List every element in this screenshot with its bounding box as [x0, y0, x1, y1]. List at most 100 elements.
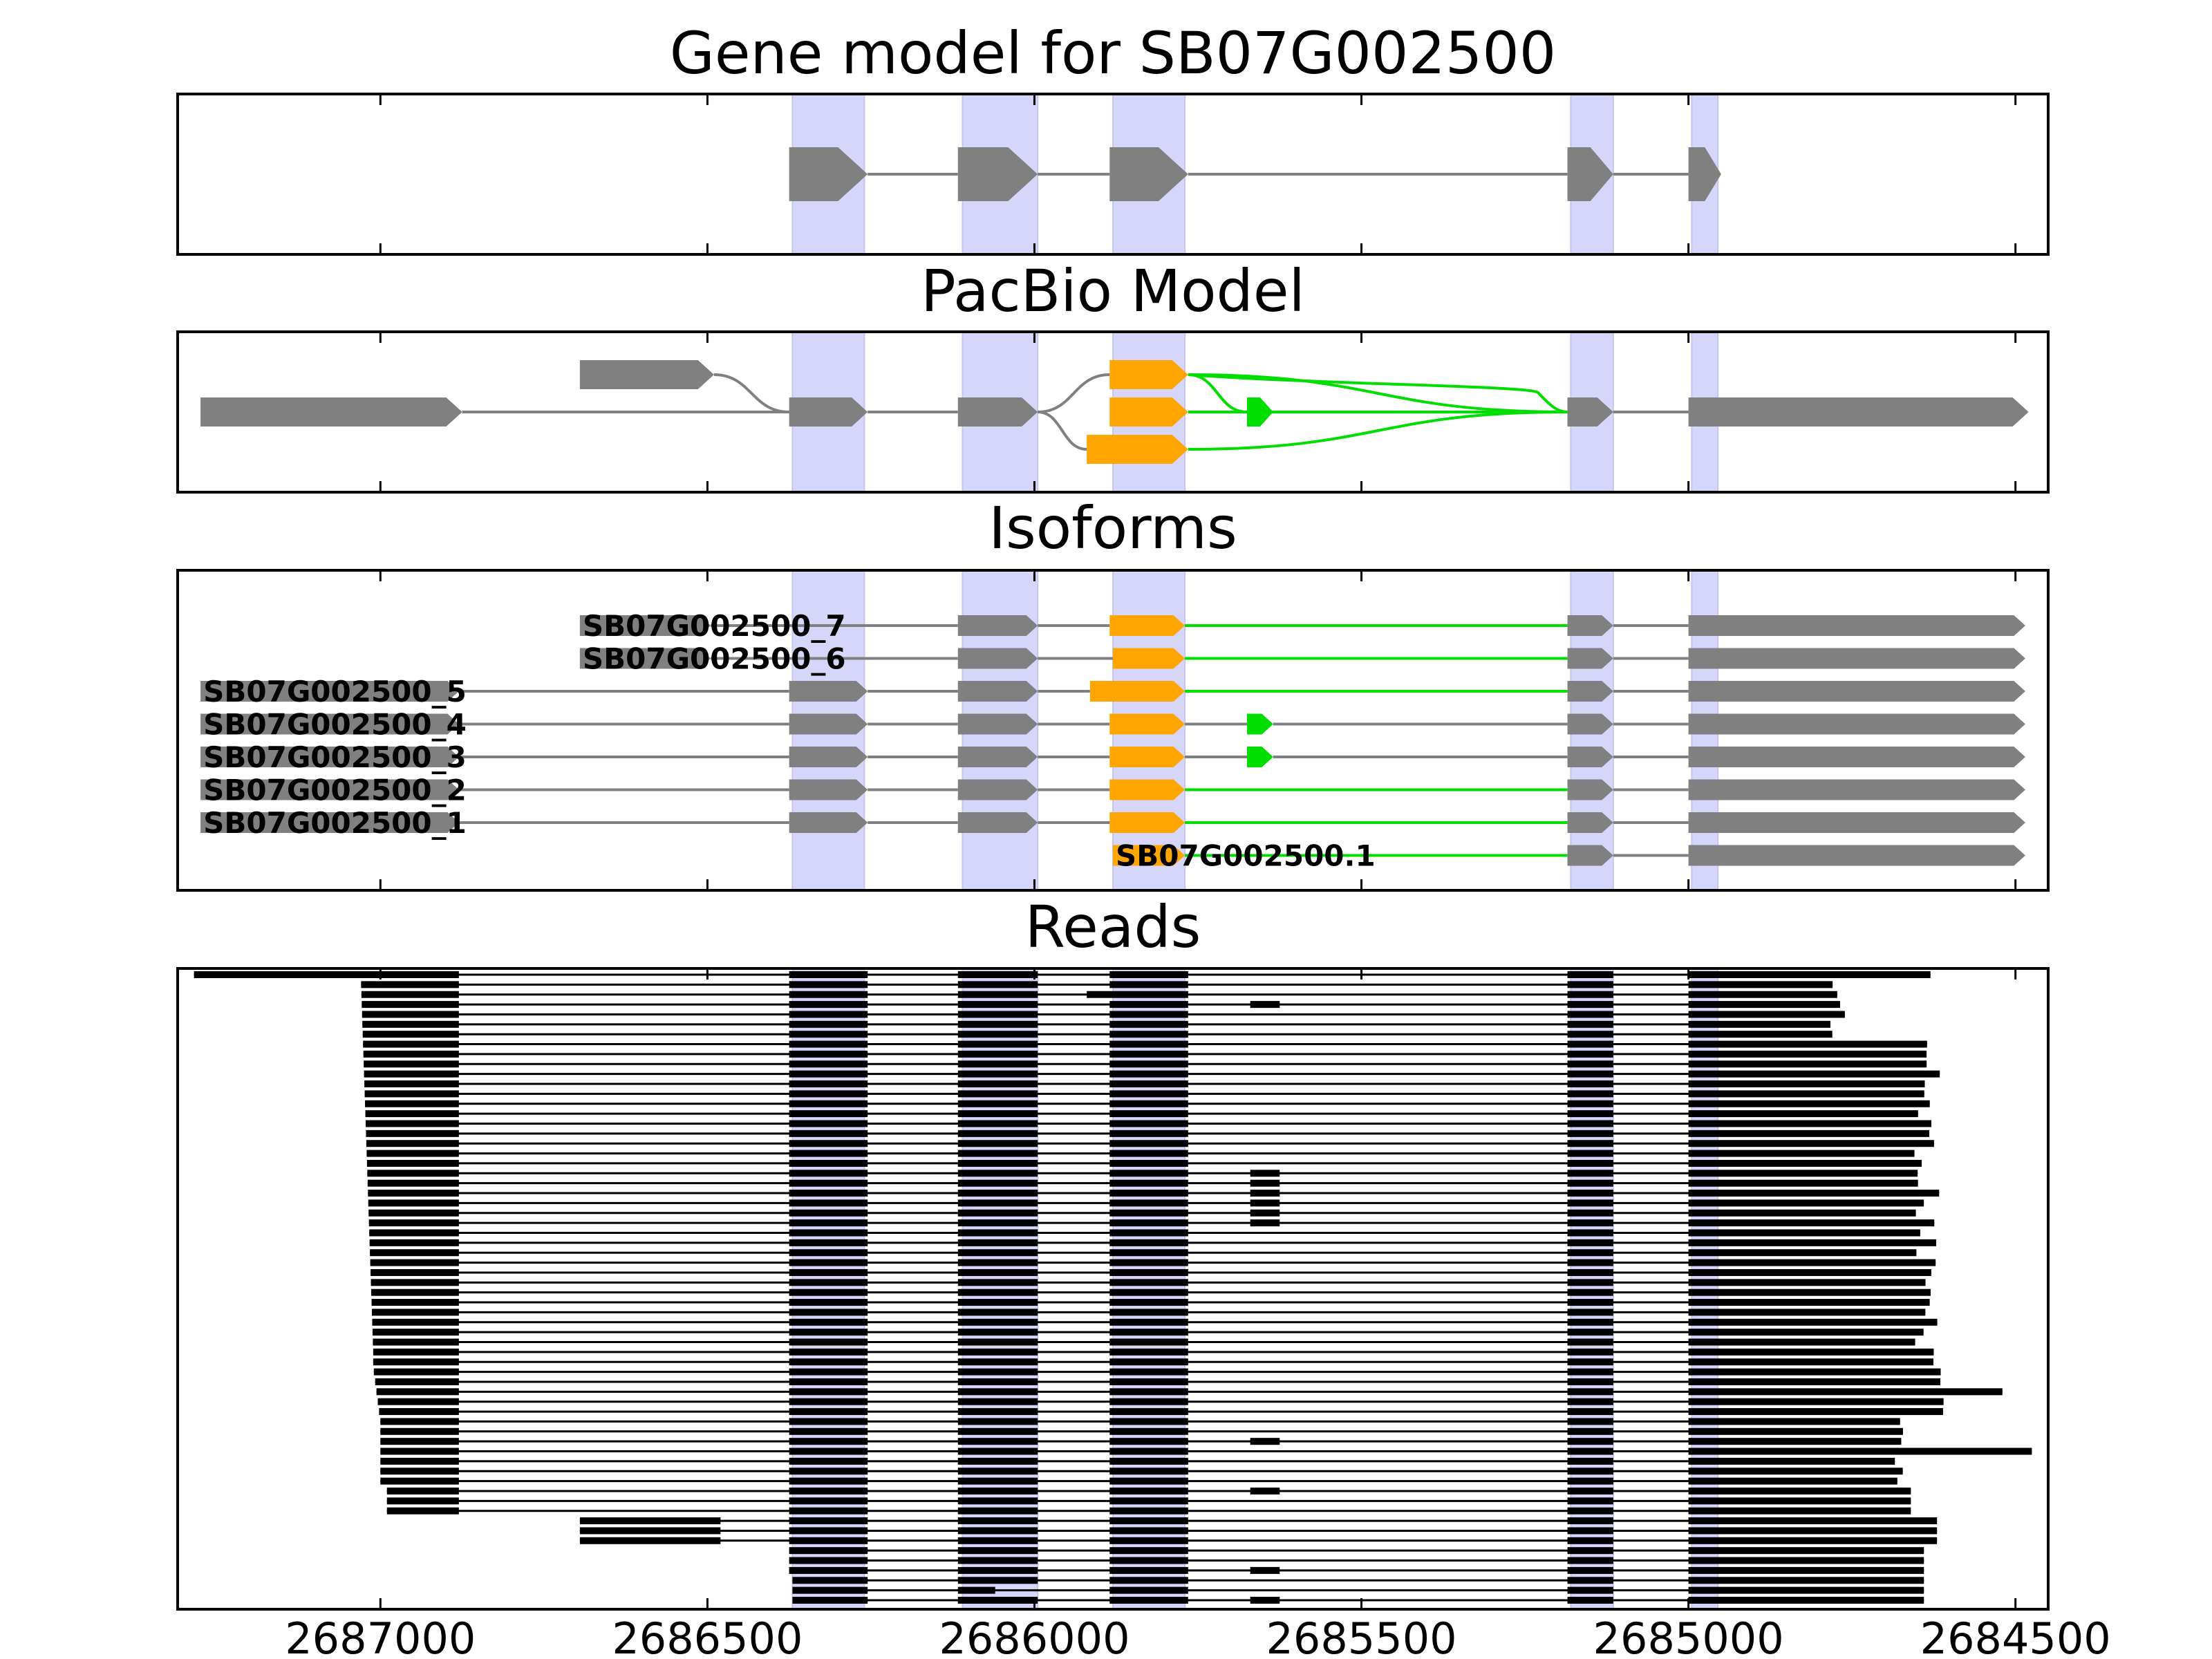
read-block — [789, 1170, 868, 1177]
read-block — [1567, 1329, 1613, 1336]
read-block — [1567, 1586, 1613, 1594]
reads-panel: Reads — [176, 893, 2050, 1611]
read-block — [1109, 1100, 1188, 1107]
read-block — [1567, 1487, 1613, 1494]
read-block — [1109, 1537, 1188, 1544]
read-block — [789, 1378, 868, 1385]
pacbio-model-frame — [176, 330, 2050, 494]
read-block — [1688, 1468, 1903, 1475]
read-block — [789, 991, 868, 998]
read-block — [1688, 1338, 1915, 1346]
isoform-exon — [1688, 713, 2025, 735]
read-block — [957, 1090, 1038, 1098]
read-block — [789, 1358, 868, 1366]
read-block — [1109, 1388, 1188, 1396]
isoform-exon — [1113, 648, 1185, 669]
read-block — [1688, 1427, 1903, 1435]
pacbio-novel-junction — [1188, 373, 1568, 413]
read-block — [789, 1438, 868, 1445]
read-block — [1688, 1170, 1918, 1177]
read-block — [789, 1447, 868, 1455]
read-block — [1567, 1438, 1613, 1445]
read-block — [1688, 1438, 1902, 1445]
read-block — [367, 1179, 459, 1187]
read-block — [1250, 1190, 1280, 1197]
gene-exon — [1688, 147, 1721, 201]
read-block — [1109, 1229, 1188, 1237]
isoform-label: SB07G002500_6 — [583, 642, 846, 676]
read-block — [1567, 1507, 1613, 1515]
read-block — [372, 1318, 459, 1326]
read-block — [789, 1020, 868, 1028]
read-block — [957, 1577, 1038, 1584]
read-block — [789, 1487, 868, 1494]
read-block — [789, 1001, 868, 1009]
read-block — [372, 1329, 459, 1336]
read-block — [1567, 1150, 1613, 1157]
read-block — [1688, 1566, 1924, 1574]
read-block — [371, 1268, 459, 1276]
read-block — [1109, 1268, 1188, 1276]
read-block — [1688, 1597, 1924, 1604]
read-block — [1109, 1130, 1188, 1137]
read-block — [957, 1348, 1038, 1356]
read-block — [364, 1060, 459, 1068]
read-block — [368, 1219, 459, 1227]
isoform-exon — [1688, 812, 2025, 833]
read-block — [1688, 1557, 1924, 1564]
read-block — [1109, 1408, 1188, 1416]
read-block — [1109, 1329, 1188, 1336]
read-block — [1567, 1080, 1613, 1088]
read-block — [366, 1159, 459, 1167]
read-block — [1567, 1497, 1613, 1505]
read-block — [1250, 1219, 1280, 1227]
read-block — [789, 1031, 868, 1038]
read-block — [1109, 1279, 1188, 1286]
read-block — [1688, 1031, 1833, 1038]
read-block — [1109, 1586, 1188, 1594]
read-block — [369, 1239, 459, 1246]
read-block — [1567, 1557, 1613, 1564]
read-block — [1688, 1060, 1927, 1068]
pacbio-exon — [957, 397, 1038, 427]
read-block — [789, 1080, 868, 1088]
read-block — [957, 1239, 1038, 1246]
read-block — [789, 1338, 868, 1346]
read-block — [366, 1130, 459, 1137]
read-block — [370, 1259, 459, 1266]
read-block — [1109, 1368, 1188, 1376]
read-block — [1567, 1388, 1613, 1396]
read-block — [957, 1190, 1038, 1197]
read-block — [1567, 1110, 1613, 1118]
read-block — [957, 1259, 1038, 1266]
read-block — [957, 1050, 1038, 1058]
pacbio-model-title: PacBio Model — [921, 257, 1305, 325]
x-tick-label: 2687000 — [285, 1613, 476, 1659]
read-block — [372, 1309, 459, 1316]
isoform-exon — [789, 779, 868, 800]
read-block — [957, 1378, 1038, 1385]
read-block — [1688, 1050, 1927, 1058]
read-block — [370, 1249, 459, 1257]
read-block — [789, 1219, 868, 1227]
read-block — [789, 1537, 868, 1544]
read-block — [957, 1309, 1038, 1316]
isoform-label: SB07G002500.1 — [1116, 839, 1376, 873]
read-block — [1109, 1547, 1188, 1555]
read-block — [789, 1329, 868, 1336]
gene-model-title: Gene model for SB07G002500 — [670, 19, 1556, 87]
read-block — [386, 1507, 459, 1515]
read-block — [1688, 1239, 1937, 1246]
read-block — [1109, 1398, 1188, 1405]
read-block — [362, 1031, 459, 1038]
read-block — [1250, 1170, 1280, 1177]
read-block — [361, 991, 459, 998]
read-block — [957, 1268, 1038, 1276]
read-block — [1567, 1179, 1613, 1187]
read-block — [957, 1140, 1038, 1147]
read-block — [1567, 1338, 1613, 1346]
read-block — [1087, 991, 1188, 998]
read-block — [579, 1537, 721, 1544]
read-block — [789, 1259, 868, 1266]
